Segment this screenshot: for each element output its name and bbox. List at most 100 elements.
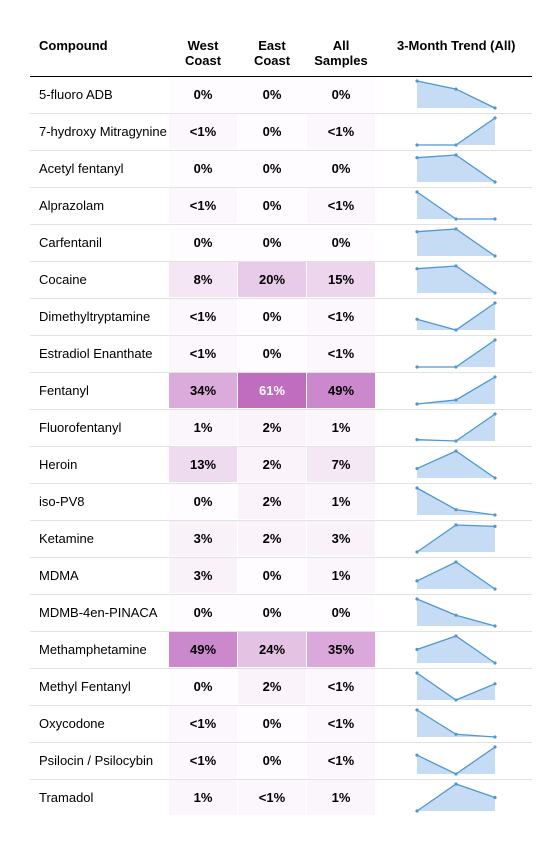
trend-point [454, 508, 458, 512]
all-samples-cell: <1% [307, 188, 375, 223]
trend-sparkline [415, 523, 497, 554]
compound-name: Methamphetamine [39, 642, 147, 657]
all-samples-cell: <1% [307, 336, 375, 371]
trend-point [493, 254, 497, 258]
trend-point [454, 634, 458, 638]
east-coast-cell: 0% [238, 225, 306, 260]
west-coast-cell: 3% [169, 558, 237, 593]
row-divider [30, 187, 532, 188]
compound-name: 5-fluoro ADB [39, 87, 113, 102]
trend-point [493, 524, 497, 528]
trend-point [493, 745, 497, 749]
trend-point [454, 153, 458, 157]
west-coast-cell: 0% [169, 151, 237, 186]
all-samples-cell: 3% [307, 521, 375, 556]
east-coast-cell: 0% [238, 114, 306, 149]
trend-area [417, 784, 495, 811]
all-samples-cell: 0% [307, 595, 375, 630]
all-samples-cell: 49% [307, 373, 375, 408]
west-coast-cell: 0% [169, 77, 237, 112]
all-samples-cell: <1% [307, 299, 375, 334]
trend-point [493, 375, 497, 379]
east-coast-cell: 2% [238, 410, 306, 445]
compound-name: Cocaine [39, 272, 87, 287]
west-coast-cell: 3% [169, 521, 237, 556]
table-row: Fentanyl 34% 61% 49% [30, 372, 532, 409]
trend-point [415, 753, 419, 757]
trend-point [493, 735, 497, 739]
west-coast-cell: 8% [169, 262, 237, 297]
west-coast-cell: 1% [169, 410, 237, 445]
trend-point [415, 402, 419, 406]
trend-sparkline [415, 375, 497, 406]
trend-sparkline [415, 153, 497, 184]
trend-area [417, 673, 495, 700]
trend-sparkline [415, 227, 497, 258]
trend-point [454, 560, 458, 564]
trend-point [493, 476, 497, 480]
trend-point [493, 795, 497, 800]
header-east-coast: East Coast [253, 38, 291, 68]
row-divider [30, 335, 532, 336]
all-samples-cell: 0% [307, 77, 375, 112]
trend-sparkline [415, 597, 497, 628]
all-samples-cell: 1% [307, 410, 375, 445]
east-coast-cell: 0% [238, 706, 306, 741]
header-trend: 3-Month Trend (All) [397, 38, 516, 53]
trend-area [417, 488, 495, 515]
west-coast-cell: <1% [169, 706, 237, 741]
trend-area [417, 118, 495, 145]
trend-area [417, 636, 495, 663]
trend-point [493, 661, 497, 665]
trend-point [415, 438, 419, 442]
compound-name: Fluorofentanyl [39, 420, 122, 435]
table-row: Psilocin / Psilocybin <1% 0% <1% [30, 742, 532, 779]
compound-name: MDMB-4en-PINACA [39, 605, 158, 620]
east-coast-cell: 2% [238, 447, 306, 482]
compound-name: Acetyl fentanyl [39, 161, 124, 176]
east-coast-cell: 0% [238, 77, 306, 112]
row-divider [30, 113, 532, 114]
trend-sparkline [415, 449, 497, 480]
trend-point [454, 143, 458, 147]
east-coast-cell: 0% [238, 336, 306, 371]
west-coast-cell: <1% [169, 743, 237, 778]
east-coast-cell: 20% [238, 262, 306, 297]
header-compound: Compound [39, 38, 108, 53]
trend-sparkline [415, 671, 497, 702]
table-row: Dimethyltryptamine <1% 0% <1% [30, 298, 532, 335]
trend-point [493, 291, 497, 295]
row-divider [30, 557, 532, 558]
trend-point [415, 671, 419, 675]
trend-point [454, 613, 458, 617]
row-divider [30, 224, 532, 225]
trend-point [415, 550, 419, 554]
trend-sparkline [415, 745, 497, 776]
compound-name: Dimethyltryptamine [39, 309, 151, 324]
trend-point [454, 398, 458, 402]
compound-name: Oxycodone [39, 716, 105, 731]
compound-name: Carfentanil [39, 235, 102, 250]
west-coast-cell: <1% [169, 188, 237, 223]
trend-area [417, 81, 495, 108]
row-divider [30, 520, 532, 521]
west-coast-cell: 1% [169, 780, 237, 815]
compound-name: 7-hydroxy Mitragynine [39, 124, 167, 139]
all-samples-cell: 1% [307, 558, 375, 593]
trend-point [454, 227, 458, 231]
trend-point [493, 624, 497, 628]
trend-point [454, 217, 458, 221]
trend-point [493, 116, 497, 120]
compound-name: Psilocin / Psilocybin [39, 753, 154, 768]
trend-sparkline [415, 301, 497, 332]
trend-point [493, 301, 497, 305]
all-samples-cell: 15% [307, 262, 375, 297]
row-divider [30, 409, 532, 410]
trend-area [417, 451, 495, 478]
trend-area [417, 303, 495, 330]
compound-name: iso-PV8 [39, 494, 85, 509]
trend-sparkline [415, 190, 497, 221]
trend-point [493, 217, 497, 221]
east-coast-cell: 61% [238, 373, 306, 408]
compound-name: Estradiol Enanthate [39, 346, 153, 361]
